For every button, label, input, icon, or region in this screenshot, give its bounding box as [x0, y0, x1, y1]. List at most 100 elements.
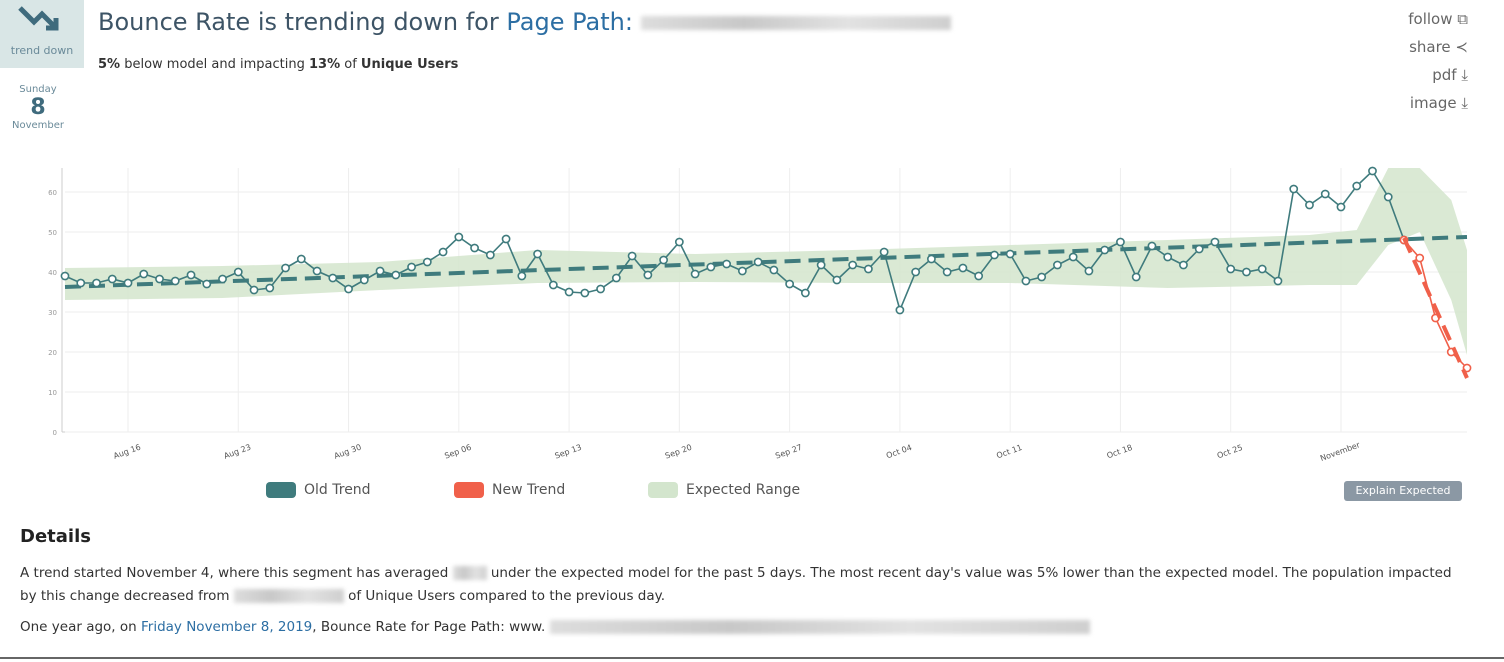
point	[958, 263, 968, 273]
point	[848, 260, 858, 270]
action[interactable]: pdf ⤓	[1432, 66, 1468, 84]
legend-item: New Trend	[454, 482, 565, 498]
point	[596, 284, 605, 294]
point	[485, 250, 495, 260]
point	[123, 278, 133, 288]
point	[1273, 276, 1283, 286]
point	[1179, 260, 1188, 270]
point	[470, 243, 479, 253]
point	[60, 271, 70, 281]
blurred	[640, 16, 951, 30]
y-tick-label: 60	[48, 189, 57, 197]
point	[344, 284, 353, 294]
x-tick-label: Sep 13	[554, 443, 583, 461]
x-tick-label: Oct 11	[995, 443, 1023, 461]
pct: 5%	[98, 57, 121, 72]
point	[659, 255, 669, 265]
summary: 5% below model and impacting 13% of Uniq…	[98, 57, 458, 72]
point	[722, 259, 732, 269]
y-tick-label: 10	[48, 389, 57, 397]
point	[265, 283, 275, 293]
action[interactable]: follow ⧉	[1408, 10, 1468, 28]
x-tick-label: Oct 18	[1106, 443, 1134, 461]
date-link[interactable]: Friday November 8, 2019	[141, 619, 313, 635]
point	[1037, 272, 1047, 282]
point	[863, 264, 873, 274]
legend-swatch	[266, 482, 296, 498]
point	[643, 270, 653, 280]
point	[706, 262, 716, 272]
point	[895, 305, 905, 315]
title-text: Bounce Rate is trending down for	[98, 8, 499, 36]
point	[454, 232, 464, 242]
point	[1005, 249, 1015, 259]
point	[753, 257, 763, 267]
point	[1320, 189, 1330, 199]
point	[832, 275, 842, 285]
point	[533, 249, 542, 259]
text: of Unique Users compared to the previous…	[348, 588, 665, 604]
date-badge: Sunday 8 November	[0, 84, 76, 131]
point	[1068, 252, 1078, 262]
point	[580, 288, 590, 298]
point	[281, 263, 290, 273]
text: of	[344, 57, 357, 72]
blurred	[452, 566, 487, 580]
point	[249, 285, 259, 295]
point	[296, 254, 306, 264]
explain-button[interactable]: Explain Expected	[1344, 481, 1462, 501]
legend-item: Old Trend	[266, 482, 371, 498]
text: , Bounce Rate for Page Path: www.	[312, 619, 546, 635]
point	[92, 278, 101, 288]
action[interactable]: share ≺	[1409, 38, 1468, 56]
action-label[interactable]: pdf	[1432, 66, 1457, 84]
point	[1210, 237, 1220, 247]
legend-item: Expected Range	[648, 482, 800, 498]
title-link[interactable]: Page Path:	[506, 8, 633, 36]
blurred	[549, 620, 1090, 634]
point	[1257, 264, 1267, 274]
point	[359, 275, 369, 285]
point	[911, 267, 921, 277]
y-tick-label: 40	[48, 269, 57, 277]
point	[1415, 253, 1425, 263]
point	[879, 247, 889, 257]
action[interactable]: image ⤓	[1409, 94, 1468, 112]
point	[1336, 202, 1346, 212]
pct: 13%	[308, 57, 341, 72]
x-tick-label: Aug 30	[333, 443, 363, 461]
point	[328, 273, 338, 283]
x-tick-label: Aug 16	[112, 443, 142, 461]
text: below model and impacting	[124, 57, 305, 72]
point	[627, 251, 637, 261]
point	[76, 278, 86, 288]
trend-line	[64, 235, 1468, 289]
point	[107, 274, 117, 284]
month: November	[11, 120, 65, 131]
point	[170, 276, 180, 286]
point	[186, 270, 196, 280]
point	[233, 267, 243, 277]
y-tick-label: 20	[48, 349, 57, 357]
action-label[interactable]: share	[1409, 38, 1451, 56]
x-tick-label: Sep 27	[774, 443, 803, 461]
legend-label: New Trend	[492, 482, 566, 498]
point	[927, 254, 936, 264]
point	[501, 234, 511, 244]
action-label[interactable]: image	[1409, 94, 1457, 112]
day: 8	[30, 95, 46, 120]
point	[942, 267, 952, 277]
action-label[interactable]: follow	[1408, 10, 1453, 28]
segment: Unique Users	[360, 57, 459, 72]
blurred	[233, 589, 344, 603]
x-tick-label: Aug 23	[223, 443, 253, 461]
point	[990, 250, 999, 260]
point	[1289, 184, 1299, 194]
point	[391, 270, 401, 280]
point	[1226, 264, 1236, 274]
point	[1305, 200, 1314, 210]
point	[816, 260, 826, 270]
point	[1368, 166, 1377, 176]
point	[312, 266, 322, 276]
point	[548, 280, 558, 290]
